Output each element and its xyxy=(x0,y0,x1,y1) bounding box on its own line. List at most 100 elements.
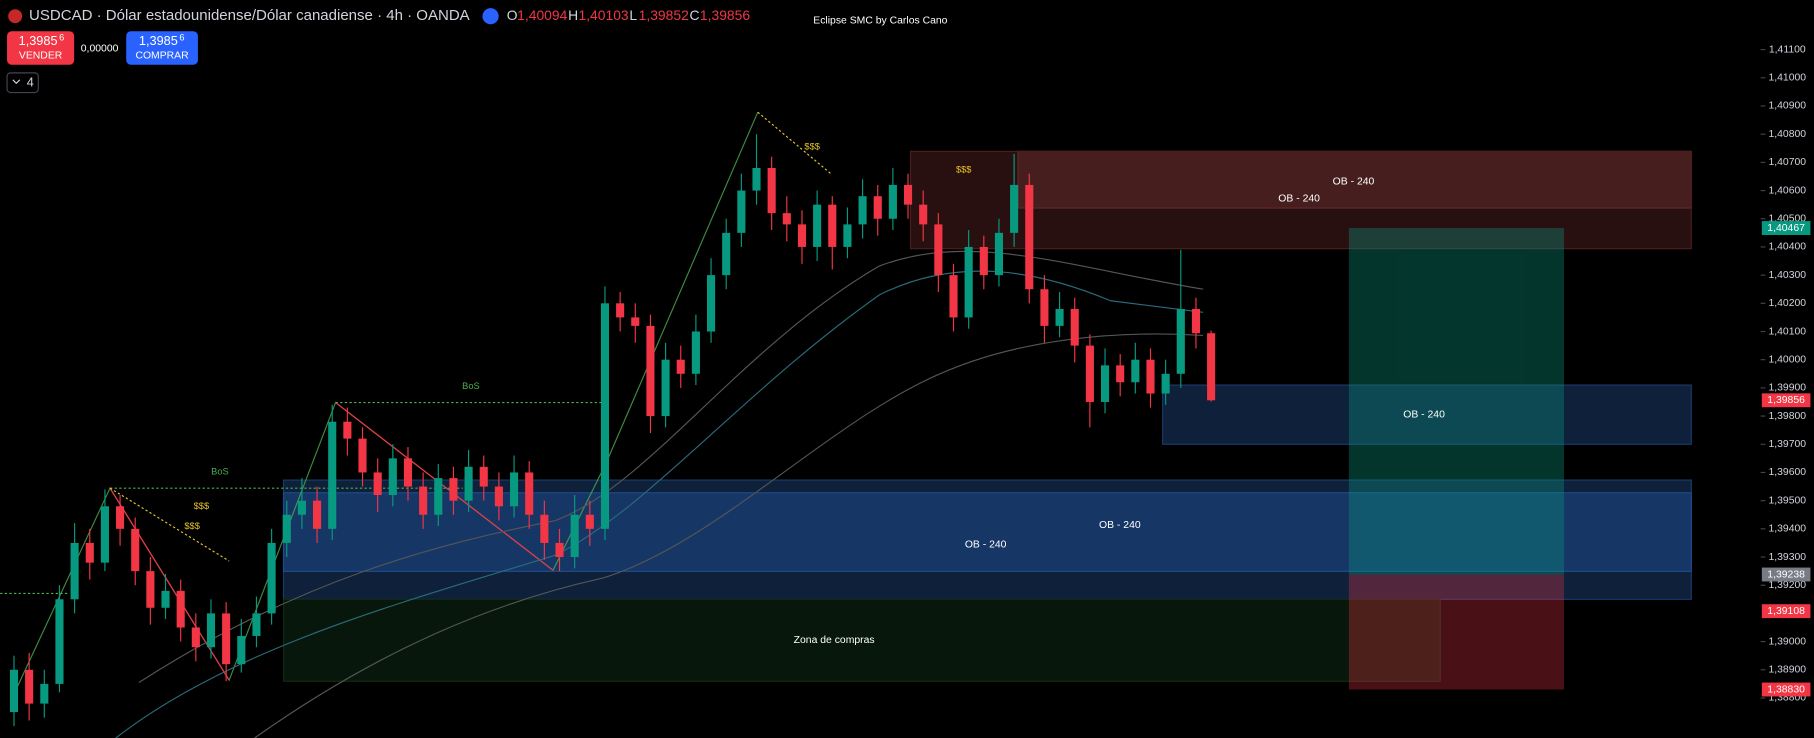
y-tick-label: 1,39600 xyxy=(1768,467,1806,478)
candle-body xyxy=(555,542,564,558)
annotation: BoS xyxy=(462,381,479,391)
zone-label: OB - 240 xyxy=(1278,194,1320,205)
candle-body xyxy=(994,232,1004,276)
candle-body xyxy=(1085,345,1094,402)
ohlc-value: 1,39856 xyxy=(700,7,750,23)
y-tick-label: 1,40900 xyxy=(1768,101,1806,112)
candle-body xyxy=(510,472,519,507)
spread: 0,00000 xyxy=(81,43,119,54)
zones: OB - 240 OB - 240 OB - 240 OB - 240 OB - 240… xyxy=(184,141,1692,690)
zone xyxy=(282,598,1441,682)
candle-body xyxy=(85,542,94,563)
candle-body xyxy=(585,514,594,529)
ohlc-label: H xyxy=(568,7,578,23)
y-tick-label: 1,40200 xyxy=(1768,298,1806,309)
candle-body xyxy=(873,196,882,219)
header: USDCAD · Dólar estadounidense/Dólar cana… xyxy=(6,7,948,94)
annotation: $$$ xyxy=(956,164,971,174)
candle-body xyxy=(1207,333,1216,401)
candle-body xyxy=(1176,308,1185,374)
candle-body xyxy=(661,359,670,417)
candle-body xyxy=(313,500,322,529)
y-tick-label: 1,40000 xyxy=(1768,354,1806,365)
candle-body xyxy=(479,466,488,487)
y-tick-label: 1,39800 xyxy=(1768,411,1806,422)
candle-body xyxy=(949,275,958,318)
candle-body xyxy=(752,168,761,191)
candle-body xyxy=(70,542,79,600)
candle-body xyxy=(419,486,428,515)
candle-body xyxy=(600,303,610,529)
y-tick-label: 1,39200 xyxy=(1768,580,1806,591)
candle-body xyxy=(1131,359,1140,383)
candle-body xyxy=(176,590,185,628)
candle-body xyxy=(540,514,549,543)
buy-label: COMPRAR xyxy=(135,50,189,61)
candle-body xyxy=(449,478,458,501)
candle-body xyxy=(9,669,19,713)
candle-body xyxy=(1191,308,1201,334)
replay-icon[interactable] xyxy=(482,8,499,25)
zone-label: OB - 240 xyxy=(965,540,1007,551)
annotation: $$$ xyxy=(184,521,199,531)
price-tag-label: 1,40467 xyxy=(1767,223,1805,234)
price-tag-label: 1,39108 xyxy=(1767,606,1805,617)
price-axis: 1,41100 1,41000 1,40900 1,40800 1,40700 1,406… xyxy=(1760,44,1811,704)
candle-body xyxy=(1010,184,1019,233)
collapse-count: 4 xyxy=(27,75,34,90)
sell-label: VENDER xyxy=(19,50,63,61)
candle-body xyxy=(100,506,109,563)
y-tick-label: 1,39400 xyxy=(1768,524,1806,535)
y-tick-label: 1,39300 xyxy=(1768,552,1806,563)
candle-body xyxy=(1161,373,1170,394)
candle-body xyxy=(161,590,170,608)
candle-body xyxy=(252,613,261,636)
ohlc-value: 1,40094 xyxy=(517,7,567,23)
liquidity-line xyxy=(109,487,230,562)
candle-body xyxy=(1070,308,1079,346)
stop-zone xyxy=(1348,574,1565,690)
candle-body xyxy=(267,542,276,614)
buy-button[interactable] xyxy=(126,31,198,65)
y-tick-label: 1,39700 xyxy=(1768,439,1806,450)
sell-pip: 6 xyxy=(59,33,64,43)
candle-body xyxy=(358,438,367,473)
collapse-button[interactable] xyxy=(6,72,39,94)
sell-button[interactable] xyxy=(7,31,75,65)
candle-body xyxy=(525,472,534,515)
zone xyxy=(282,492,1692,572)
price-tag-label: 1,39856 xyxy=(1767,395,1805,406)
zigzag-down xyxy=(109,487,230,681)
zone-label: Zona de compras xyxy=(794,635,875,646)
candle-body xyxy=(237,635,246,665)
candle-body xyxy=(373,472,382,496)
price-tag xyxy=(1761,604,1811,619)
candle-body xyxy=(843,224,852,247)
y-tick-label: 1,41100 xyxy=(1769,44,1806,55)
buy-pip: 6 xyxy=(179,33,184,43)
structure xyxy=(0,111,1204,738)
y-tick-label: 1,39900 xyxy=(1768,383,1806,394)
symbol: USDCAD · Dólar estadounidense/Dólar cana… xyxy=(29,7,470,24)
sell-price: 1,3985 xyxy=(19,33,58,48)
y-tick-label: 1,39000 xyxy=(1768,636,1806,647)
y-tick-label: 1,38900 xyxy=(1768,665,1806,676)
y-tick-label: 1,40700 xyxy=(1768,157,1806,168)
y-tick-label: 1,40300 xyxy=(1768,270,1806,281)
chevron xyxy=(12,79,21,85)
candle-body xyxy=(919,204,928,225)
y-tick-label: 1,40500 xyxy=(1768,214,1806,225)
zone-label: OB - 240 xyxy=(1403,409,1445,420)
candle-body xyxy=(691,331,700,374)
candle-body xyxy=(388,458,397,496)
ema-band xyxy=(254,333,1204,738)
ohlc-label: L xyxy=(629,7,637,23)
y-tick-label: 1,40400 xyxy=(1768,242,1806,253)
candle-body xyxy=(782,213,791,225)
candle-body xyxy=(858,196,867,225)
annotation: BoS xyxy=(211,466,228,476)
candle-body xyxy=(55,599,64,684)
candle-body xyxy=(494,486,503,507)
candle-body xyxy=(464,466,473,501)
candle-body xyxy=(570,514,579,558)
